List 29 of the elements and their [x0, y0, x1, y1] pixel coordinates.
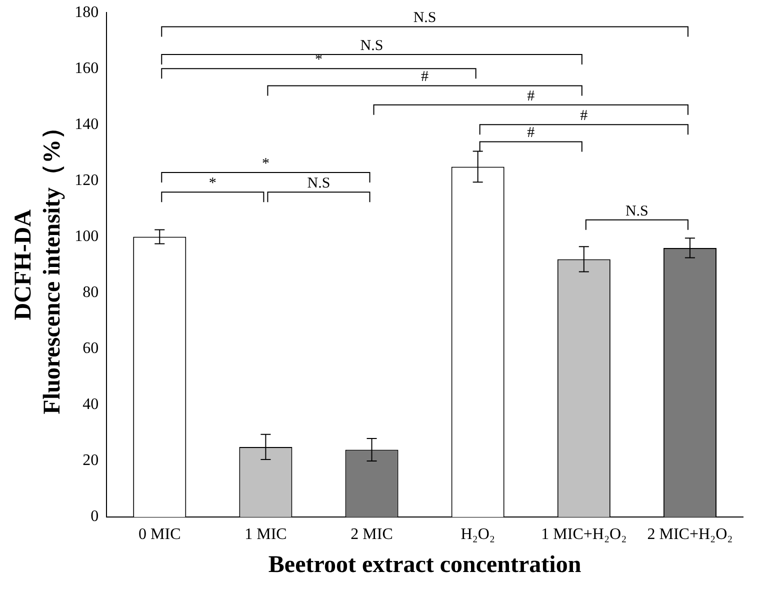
- y-tick-label: 160: [74, 60, 99, 77]
- x-tick-label: H₂O₂: [460, 526, 495, 543]
- annotation: *: [262, 156, 270, 172]
- x-tick-label: 2 MIC: [350, 526, 393, 543]
- y-tick-label: 40: [82, 396, 99, 414]
- y-tick-label: 20: [82, 452, 99, 470]
- annotation: #: [580, 108, 588, 124]
- annotation: *: [314, 52, 322, 68]
- x-tick-label: 1 MIC+H₂O₂: [541, 526, 627, 543]
- annotation: N.S: [625, 203, 648, 220]
- annotation: N.S: [360, 38, 384, 54]
- y-tick-label: 120: [74, 172, 99, 189]
- x-axis-title: Beetroot extract concentration: [268, 552, 582, 578]
- annotation: #: [527, 125, 536, 142]
- y-tick-label: 140: [74, 116, 99, 133]
- annotation: N.S: [413, 10, 436, 26]
- y-tick-label: 180: [74, 4, 99, 21]
- y-tick-label: 100: [74, 228, 99, 245]
- annotation: N.S: [307, 176, 330, 192]
- annotation: #: [527, 88, 536, 104]
- x-tick-label: 2 MIC+H₂O₂: [647, 526, 733, 543]
- annotation: *: [208, 176, 216, 192]
- y-tick-label: 80: [82, 284, 99, 302]
- y-tick-label: 0: [90, 508, 99, 526]
- x-tick-label: 0 MIC: [138, 526, 181, 543]
- y-axis-title: DCFH-DA Fluorescence intensity（%）: [10, 115, 66, 414]
- x-tick-label: 1 MIC: [244, 526, 287, 543]
- annotation: #: [421, 69, 430, 86]
- y-tick-label: 60: [82, 340, 99, 358]
